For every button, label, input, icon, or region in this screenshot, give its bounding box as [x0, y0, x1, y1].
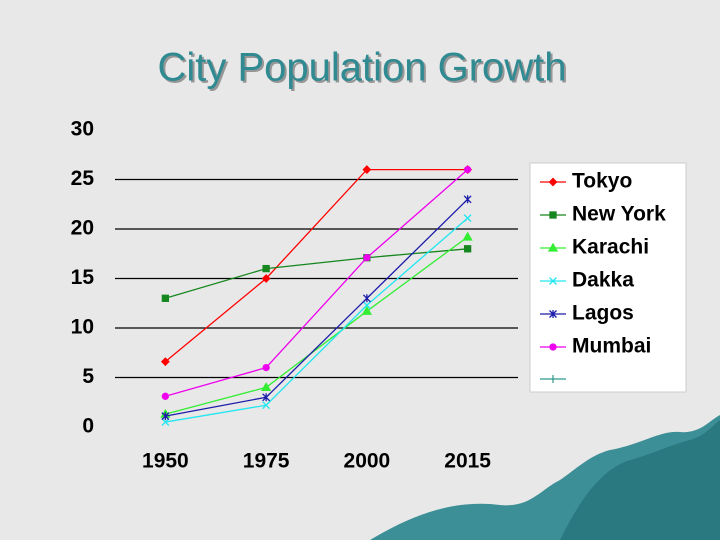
series-line [165, 198, 469, 417]
marker [362, 301, 371, 310]
marker [160, 357, 170, 367]
marker [462, 231, 473, 241]
legend-marker [549, 211, 557, 219]
legend-label: Tokyo [572, 170, 632, 193]
marker [463, 214, 472, 223]
y-tick-label: 10 [71, 316, 94, 339]
legend-label: Dakka [572, 269, 634, 292]
legend-marker [549, 343, 557, 351]
x-tick-label: 1975 [243, 450, 290, 473]
marker [362, 294, 371, 303]
series-line [165, 169, 469, 397]
legend-marker [549, 310, 557, 318]
marker [161, 418, 170, 427]
y-tick-label: 0 [82, 415, 94, 438]
legend-label: Lagos [572, 302, 634, 325]
y-tick-label: 20 [71, 217, 94, 240]
marker [362, 165, 372, 175]
legend-label: Mumbai [572, 335, 651, 358]
series-line [165, 236, 469, 415]
legend-marker [548, 177, 558, 187]
marker [161, 392, 170, 400]
legend-marker [549, 277, 557, 285]
marker [262, 363, 270, 372]
wave-decoration [560, 420, 720, 540]
marker [463, 195, 472, 204]
y-tick-label: 30 [71, 118, 94, 141]
marker [363, 254, 371, 262]
marker [463, 165, 472, 174]
title-shadow: City Population Growth [159, 48, 568, 92]
marker [262, 264, 270, 273]
x-tick-label: 2000 [344, 450, 391, 473]
marker [161, 294, 170, 302]
y-tick-label: 25 [71, 167, 95, 190]
y-tick-label: 5 [82, 365, 94, 388]
series-line [165, 217, 469, 423]
marker [161, 412, 170, 421]
marker [361, 305, 372, 315]
x-tick-label: 1950 [142, 450, 189, 473]
marker [261, 274, 271, 283]
series-line [164, 168, 468, 363]
legend-label: New York [572, 203, 666, 226]
marker [262, 393, 271, 402]
x-tick-label: 2015 [444, 450, 491, 473]
legend-label: Karachi [572, 236, 649, 259]
y-tick-label: 15 [71, 266, 95, 289]
marker [463, 245, 472, 253]
series-line [165, 248, 468, 299]
legend-marker [547, 242, 559, 252]
chart-title: City Population Growth [157, 46, 566, 90]
marker [261, 382, 272, 392]
marker [262, 401, 271, 410]
